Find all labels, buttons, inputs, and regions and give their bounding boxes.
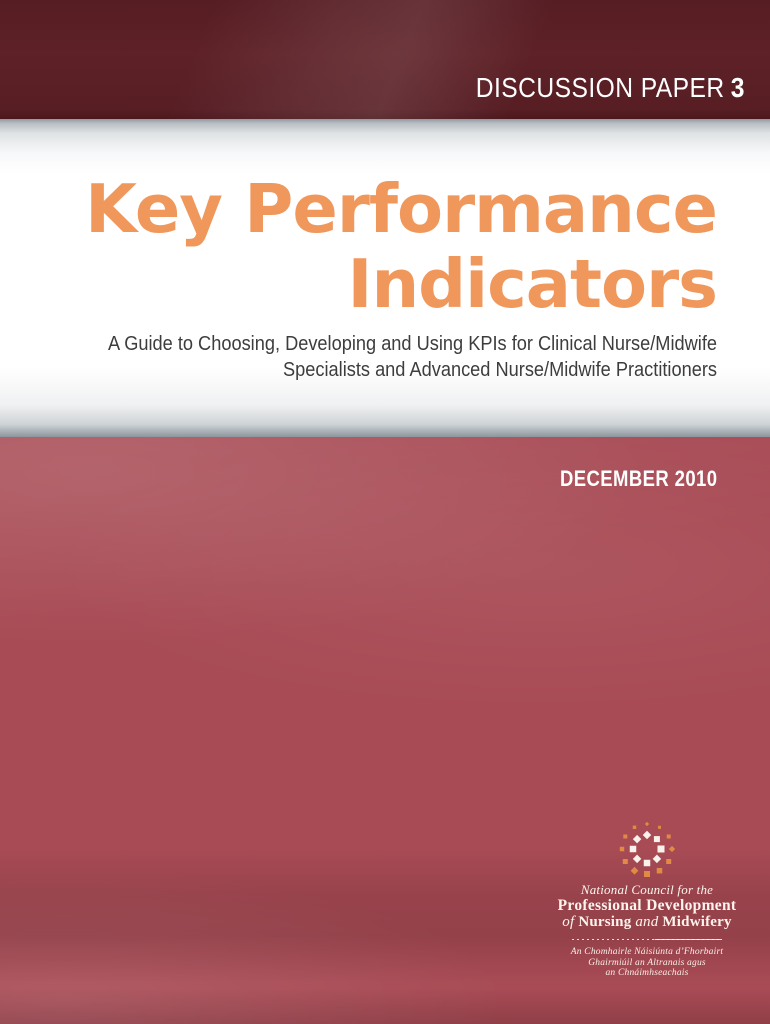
title-line-1: Key Performance <box>85 170 718 248</box>
subtitle-line-1: A Guide to Choosing, Developing and Usin… <box>108 333 717 355</box>
logo-divider <box>572 939 722 940</box>
paper-number: 3 <box>730 72 745 103</box>
document-title: Key Performance Indicators <box>0 119 718 323</box>
council-name-line-2: Professional Development <box>557 897 737 914</box>
council-logo: National Council for the Professional De… <box>537 820 757 979</box>
paper-series-text: DISCUSSION PAPER <box>475 72 725 103</box>
paper-series-label: DISCUSSION PAPER 3 <box>476 72 745 104</box>
council-name-nursing: Nursing <box>578 914 632 930</box>
irish-line-2: Ghairmiúil an Altranais agus <box>588 957 706 968</box>
council-name-line-1: National Council for the <box>580 882 714 897</box>
irish-line-1: An Chomhairle Náisiúnta d’Fhorbairt <box>570 947 724 957</box>
council-name-of: of <box>562 914 575 930</box>
title-band: Key Performance Indicators A Guide to Ch… <box>0 119 770 437</box>
title-line-2: Indicators <box>347 245 718 323</box>
subtitle-line-2: Specialists and Advanced Nurse/Midwife P… <box>283 358 717 381</box>
top-banner: DISCUSSION PAPER 3 <box>0 0 770 119</box>
council-name-midwifery: Midwifery <box>662 914 732 930</box>
document-subtitle: A Guide to Choosing, Developing and Usin… <box>65 332 717 383</box>
council-emblem-icon <box>619 821 676 877</box>
publication-date: DECEMBER 2010 <box>559 466 717 491</box>
body-band: DECEMBER 2010 <box>0 437 770 1024</box>
council-name-irish: An Chomhairle Náisiúnta d’Fhorbairt Ghai… <box>537 947 757 979</box>
council-name-and: and <box>635 914 659 930</box>
council-name-line-3: of Nursing and Midwifery <box>537 914 757 931</box>
irish-line-3: an Chnáimhseachais <box>605 968 689 978</box>
